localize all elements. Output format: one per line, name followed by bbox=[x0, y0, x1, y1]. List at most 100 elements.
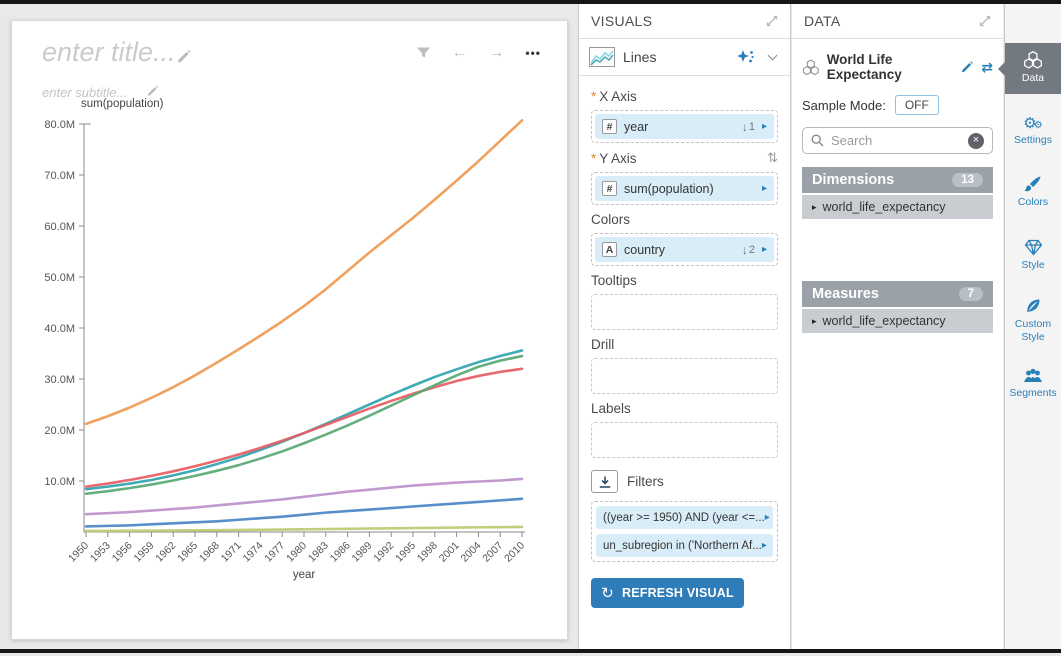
sample-mode-label: Sample Mode: bbox=[802, 97, 886, 113]
measures-header[interactable]: Measures 7 bbox=[802, 281, 993, 307]
svg-text:30.0M: 30.0M bbox=[44, 374, 75, 386]
field-search-box[interactable]: × bbox=[802, 127, 993, 154]
colors-dropzone[interactable]: A country ↓ 2 ▸ bbox=[591, 233, 778, 266]
svg-text:1968: 1968 bbox=[197, 540, 222, 565]
sidebar-tab-custom-style[interactable]: Custom Style bbox=[1005, 297, 1061, 344]
sidebar-tab-style[interactable]: Style bbox=[1005, 239, 1061, 272]
gem-icon bbox=[1024, 240, 1042, 256]
swap-dataset-shuffle-icon[interactable]: ⇄ bbox=[981, 58, 993, 75]
svg-text:1953: 1953 bbox=[88, 540, 113, 565]
expand-panel-icon[interactable] bbox=[979, 15, 991, 27]
sidebar-tab-colors[interactable]: Colors bbox=[1005, 175, 1061, 209]
svg-text:1962: 1962 bbox=[153, 540, 178, 565]
numeric-type-icon: # bbox=[602, 119, 617, 134]
filter-pill-subregion[interactable]: un_subregion in ('Northern Af... ▸ bbox=[596, 534, 773, 557]
drill-dropzone[interactable] bbox=[591, 358, 778, 394]
data-panel-title: DATA bbox=[804, 13, 841, 29]
drill-section-label: Drill bbox=[591, 337, 615, 352]
clear-search-icon[interactable]: × bbox=[968, 132, 984, 149]
data-panel-header: DATA bbox=[792, 4, 1003, 39]
svg-text:sum(population): sum(population) bbox=[81, 98, 164, 110]
filter-pill-year-range[interactable]: ((year >= 1950) AND (year <=... ▸ bbox=[596, 506, 773, 529]
visuals-panel: VISUALS Lines * X Axis # year ↓ 1 ▸ bbox=[578, 4, 791, 649]
svg-text:1986: 1986 bbox=[328, 540, 353, 565]
sidebar-tab-label: Data bbox=[1021, 72, 1045, 84]
dataset-row: World Life Expectancy ⇄ bbox=[792, 39, 1003, 91]
field-menu-caret-icon[interactable]: ▸ bbox=[761, 244, 767, 255]
sidebar-tab-data[interactable]: Data bbox=[998, 43, 1061, 95]
string-type-icon: A bbox=[602, 242, 617, 257]
collapse-caret-icon: ▸ bbox=[812, 315, 817, 326]
dimensions-header[interactable]: Dimensions 13 bbox=[802, 167, 993, 193]
edit-dataset-pencil-icon[interactable] bbox=[961, 60, 974, 74]
right-sidebar: Data ⚙⚙ Settings Colors Style Custom Sty… bbox=[998, 4, 1061, 649]
sidebar-tab-settings[interactable]: ⚙⚙ Settings bbox=[1005, 116, 1061, 147]
collapse-caret-icon: ▸ bbox=[812, 201, 817, 212]
colors-field-pill[interactable]: A country ↓ 2 ▸ bbox=[595, 237, 774, 262]
title-placeholder[interactable]: enter title... bbox=[42, 37, 176, 67]
sample-mode-toggle[interactable]: OFF bbox=[894, 95, 939, 115]
chart-type-selector[interactable]: Lines bbox=[579, 39, 790, 76]
gear-icon: ⚙⚙ bbox=[1023, 115, 1043, 133]
y-axis-dropzone[interactable]: # sum(population) ▸ bbox=[591, 172, 778, 205]
svg-text:1977: 1977 bbox=[262, 540, 287, 565]
svg-text:1956: 1956 bbox=[110, 540, 135, 565]
svg-text:50.0M: 50.0M bbox=[44, 272, 75, 284]
edit-title-pencil-icon[interactable] bbox=[177, 49, 192, 64]
series-blue bbox=[84, 497, 524, 528]
y-axis-section-label: * Y Axis ⇅ bbox=[591, 150, 778, 166]
dimensions-table-item[interactable]: ▸ world_life_expectancy bbox=[802, 195, 993, 219]
download-filters-icon[interactable] bbox=[591, 470, 618, 493]
chart-type-label: Lines bbox=[623, 49, 657, 65]
svg-text:10.0M: 10.0M bbox=[44, 476, 75, 488]
svg-text:1959: 1959 bbox=[132, 540, 157, 565]
refresh-visual-button[interactable]: ↻ REFRESH VISUAL bbox=[591, 578, 744, 608]
next-arrow-icon[interactable]: → bbox=[488, 44, 505, 61]
sidebar-tab-segments[interactable]: Segments bbox=[1005, 368, 1061, 400]
sparkle-suggest-icon[interactable] bbox=[737, 49, 755, 65]
sidebar-tab-label: Segments bbox=[1009, 386, 1057, 399]
field-menu-caret-icon[interactable]: ▸ bbox=[764, 512, 770, 523]
edit-subtitle-pencil-icon[interactable] bbox=[147, 85, 159, 97]
x-axis-dropzone[interactable]: # year ↓ 1 ▸ bbox=[591, 110, 778, 143]
series-yellowgreen bbox=[84, 525, 524, 533]
required-marker: * bbox=[591, 150, 597, 166]
swap-axes-icon[interactable]: ⇅ bbox=[767, 150, 778, 165]
search-input[interactable] bbox=[831, 133, 968, 148]
people-group-icon bbox=[1024, 368, 1042, 382]
y-axis-field-pill[interactable]: # sum(population) ▸ bbox=[595, 176, 774, 201]
dataset-name[interactable]: World Life Expectancy bbox=[826, 52, 902, 82]
field-menu-caret-icon[interactable]: ▸ bbox=[761, 540, 767, 551]
series-teal bbox=[84, 349, 524, 491]
svg-text:1992: 1992 bbox=[371, 540, 396, 565]
series-red bbox=[84, 367, 524, 488]
field-menu-caret-icon[interactable]: ▸ bbox=[761, 121, 767, 132]
filter-funnel-icon[interactable] bbox=[417, 46, 431, 60]
svg-text:2001: 2001 bbox=[437, 540, 462, 565]
tooltips-dropzone[interactable] bbox=[591, 294, 778, 330]
svg-text:1998: 1998 bbox=[415, 540, 440, 565]
svg-text:40.0M: 40.0M bbox=[44, 323, 75, 335]
svg-text:year: year bbox=[293, 569, 316, 581]
required-marker: * bbox=[591, 89, 597, 104]
subtitle-placeholder[interactable]: enter subtitle... bbox=[42, 85, 128, 100]
sidebar-tab-label: Colors bbox=[1017, 196, 1049, 209]
colors-section-label: Colors bbox=[591, 212, 631, 227]
expand-panel-icon[interactable] bbox=[766, 15, 778, 27]
series-green bbox=[84, 354, 524, 496]
previous-arrow-icon[interactable]: ← bbox=[451, 44, 468, 61]
sort-order-indicator: ↓ 1 bbox=[741, 119, 755, 134]
svg-text:1965: 1965 bbox=[175, 540, 200, 565]
labels-section-label: Labels bbox=[591, 401, 631, 416]
more-options-icon[interactable]: ••• bbox=[525, 46, 541, 60]
svg-text:2007: 2007 bbox=[480, 540, 505, 565]
x-axis-field-pill[interactable]: # year ↓ 1 ▸ bbox=[595, 114, 774, 139]
field-menu-caret-icon[interactable]: ▸ bbox=[761, 183, 767, 194]
measures-table-item[interactable]: ▸ world_life_expectancy bbox=[802, 309, 993, 333]
labels-dropzone[interactable] bbox=[591, 422, 778, 458]
colors-field-name: country bbox=[624, 242, 665, 257]
dimensions-count-badge: 13 bbox=[952, 173, 983, 187]
filters-dropzone[interactable]: ((year >= 1950) AND (year <=... ▸ un_sub… bbox=[591, 501, 778, 562]
search-icon bbox=[811, 134, 824, 147]
chevron-down-icon[interactable] bbox=[767, 50, 778, 61]
